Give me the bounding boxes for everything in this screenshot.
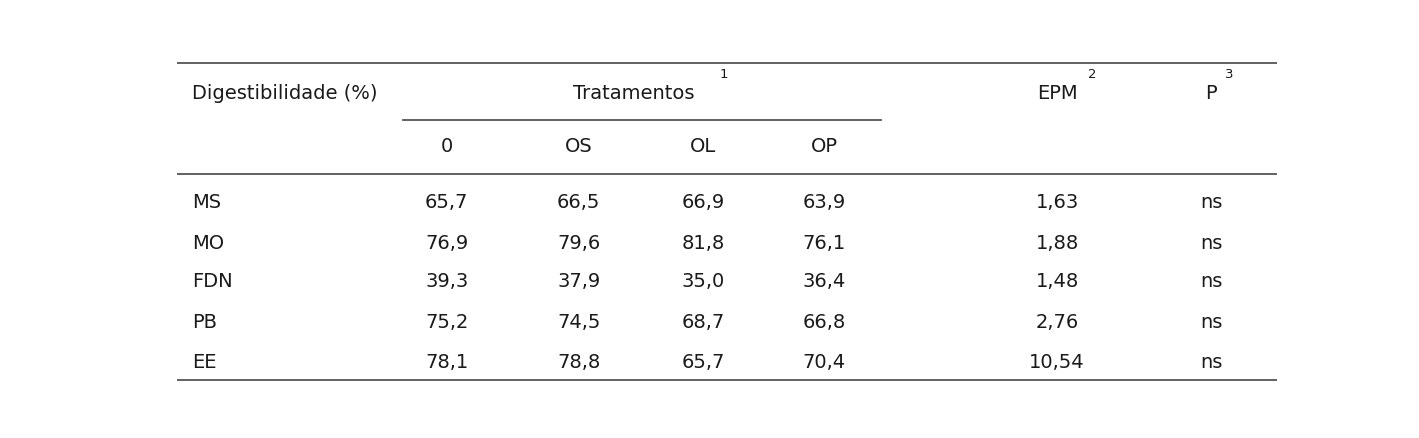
Text: 63,9: 63,9 [802,193,846,212]
Text: 2: 2 [1088,68,1097,81]
Text: Digestibilidade (%): Digestibilidade (%) [192,84,377,102]
Text: 75,2: 75,2 [426,313,468,332]
Text: 1,63: 1,63 [1036,193,1078,212]
Text: 65,7: 65,7 [681,353,725,372]
Text: ns: ns [1200,193,1222,212]
Text: EPM: EPM [1037,84,1077,102]
Text: 66,8: 66,8 [802,313,846,332]
Text: 66,9: 66,9 [681,193,725,212]
Text: 65,7: 65,7 [426,193,468,212]
Text: MS: MS [192,193,221,212]
Text: EE: EE [192,353,216,372]
Text: ns: ns [1200,272,1222,291]
Text: 37,9: 37,9 [558,272,600,291]
Text: 76,1: 76,1 [802,233,846,253]
Text: OL: OL [690,138,717,156]
Text: MO: MO [192,233,224,253]
Text: PB: PB [192,313,217,332]
Text: ns: ns [1200,313,1222,332]
Text: 36,4: 36,4 [802,272,846,291]
Text: 70,4: 70,4 [803,353,846,372]
Text: 78,1: 78,1 [426,353,468,372]
Text: 79,6: 79,6 [558,233,600,253]
Text: 74,5: 74,5 [558,313,600,332]
Text: 81,8: 81,8 [681,233,725,253]
Text: 76,9: 76,9 [426,233,468,253]
Text: 78,8: 78,8 [558,353,600,372]
Text: Tratamentos: Tratamentos [573,84,694,102]
Text: ns: ns [1200,353,1222,372]
Text: 2,76: 2,76 [1036,313,1078,332]
Text: ns: ns [1200,233,1222,253]
Text: 3: 3 [1226,68,1235,81]
Text: FDN: FDN [192,272,233,291]
Text: OP: OP [810,138,837,156]
Text: 1: 1 [719,68,728,81]
Text: OS: OS [565,138,593,156]
Text: 10,54: 10,54 [1029,353,1086,372]
Text: 1,88: 1,88 [1036,233,1078,253]
Text: 68,7: 68,7 [681,313,725,332]
Text: 66,5: 66,5 [558,193,600,212]
Text: 35,0: 35,0 [681,272,725,291]
Text: P: P [1205,84,1218,102]
Text: 39,3: 39,3 [426,272,468,291]
Text: 1,48: 1,48 [1036,272,1078,291]
Text: 0: 0 [441,138,453,156]
